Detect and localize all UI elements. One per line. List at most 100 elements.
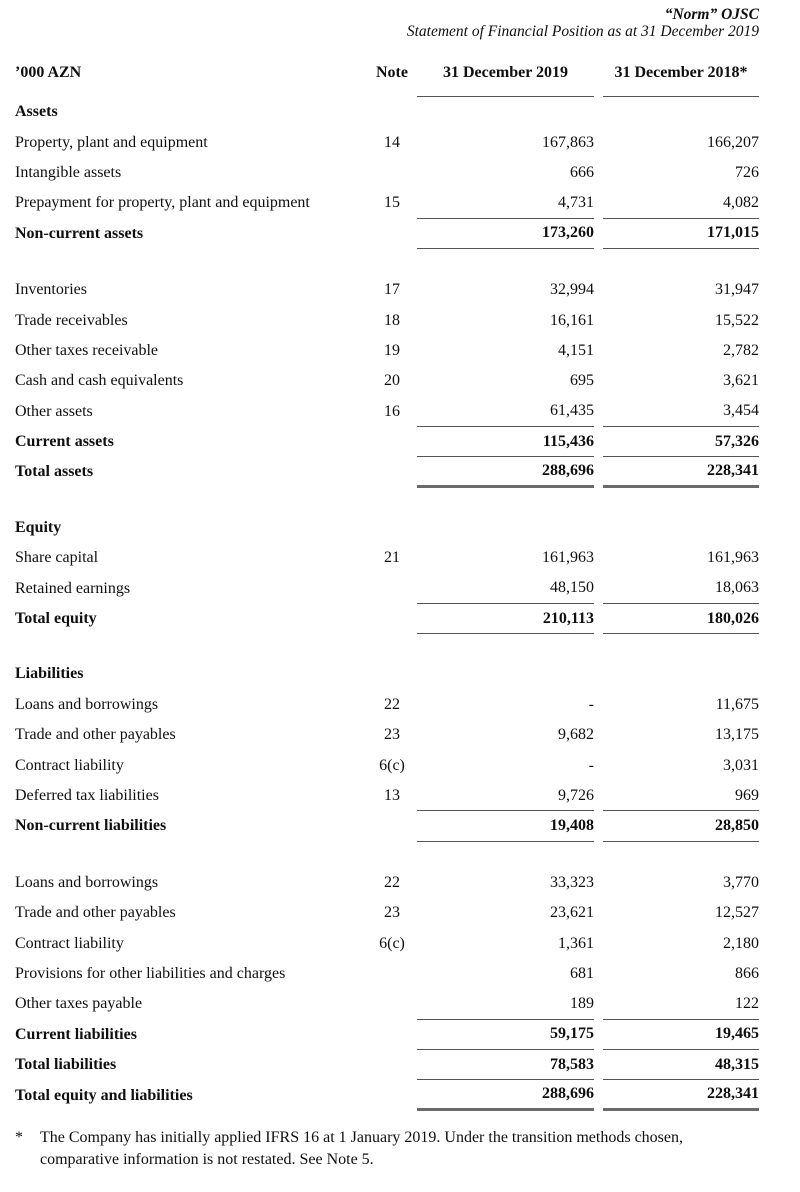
footnote-text: The Company has initially applied IFRS 1…	[40, 1128, 684, 1169]
row-label: Contract liability	[15, 934, 124, 952]
column-gap	[594, 305, 603, 335]
column-gap	[594, 427, 603, 457]
table-row: Intangible assets 666 726	[15, 158, 759, 188]
note-ref	[367, 97, 417, 127]
note-ref: 21	[384, 549, 400, 567]
value-2018: 15,522	[715, 311, 759, 329]
document-header: “Norm” OJSC Statement of Financial Posit…	[15, 6, 759, 41]
row-label: Total liabilities	[15, 1056, 117, 1074]
value-2019: 61,435	[417, 397, 594, 427]
table-body: Assets Property, plant and equipment 14 167…	[15, 97, 759, 1111]
column-header-2018: 31 December 2018*	[603, 49, 759, 97]
value-2019: 173,260	[417, 219, 594, 249]
value-2019: 78,583	[417, 1050, 594, 1081]
note-ref: 22	[384, 695, 400, 713]
table-row: Total liabilities 78,583 48,315	[15, 1050, 759, 1081]
table-row: Non-current assets 173,260 171,015	[15, 219, 759, 249]
column-gap	[594, 959, 603, 989]
note-ref: 23	[384, 726, 400, 744]
column-gap	[594, 898, 603, 928]
value-2019: 167,863	[542, 133, 594, 151]
value-2018: 228,341	[603, 1080, 759, 1111]
row-label: Loans and borrowings	[15, 695, 159, 713]
value-2018	[603, 513, 759, 543]
row-label: Equity	[15, 518, 62, 536]
value-2018: 28,850	[603, 811, 759, 842]
note-ref	[367, 573, 417, 603]
row-label: Trade and other payables	[15, 904, 176, 922]
value-2018: 11,675	[715, 695, 759, 713]
value-2019: 19,408	[417, 811, 594, 842]
column-gap	[594, 543, 603, 573]
value-2019: 32,994	[550, 281, 594, 299]
table-row: Cash and cash equivalents 20 695 3,621	[15, 366, 759, 396]
row-label: Trade and other payables	[15, 726, 176, 744]
table-row: Contract liability 6(c) 1,361 2,180	[15, 928, 759, 958]
column-gap	[594, 1080, 603, 1110]
note-ref	[367, 659, 417, 689]
note-ref	[367, 219, 417, 249]
value-2018: 2,782	[723, 341, 759, 359]
row-label: Loans and borrowings	[15, 873, 159, 891]
value-2019: 9,682	[558, 726, 594, 744]
value-2018	[603, 97, 759, 127]
note-ref	[367, 1080, 417, 1110]
value-2019: 9,726	[417, 781, 594, 812]
column-gap	[594, 781, 603, 811]
row-label: Property, plant and equipment	[15, 133, 208, 151]
value-2019: 115,436	[417, 427, 594, 458]
note-ref	[367, 604, 417, 634]
note-ref: 13	[384, 787, 400, 804]
table-row: Deferred tax liabilities 13 9,726 969	[15, 781, 759, 812]
column-header-units: ’000 AZN	[15, 64, 82, 81]
row-label: Total equity and liabilities	[15, 1086, 193, 1104]
row-label: Retained earnings	[15, 579, 131, 597]
financial-position-table: ’000 AZN Note 31 December 2019 31 Decemb…	[15, 41, 759, 1111]
value-2018	[603, 659, 759, 689]
row-label: Inventories	[15, 281, 87, 299]
column-gap	[594, 49, 603, 97]
value-2019: 210,113	[417, 604, 594, 635]
row-label: Total assets	[15, 463, 94, 481]
value-2018: 228,341	[603, 457, 759, 488]
row-label: Deferred tax liabilities	[15, 787, 159, 804]
value-2019: 681	[570, 964, 594, 982]
value-2018: 969	[603, 781, 759, 812]
column-gap	[594, 275, 603, 305]
column-gap	[594, 457, 603, 487]
note-ref: 20	[384, 372, 400, 390]
row-label: Other assets	[15, 402, 93, 420]
table-row: Total equity and liabilities 288,696 228,3…	[15, 1080, 759, 1111]
value-2019	[417, 513, 594, 543]
table-row: Current assets 115,436 57,326	[15, 427, 759, 458]
note-ref	[367, 158, 417, 188]
table-row: Inventories 17 32,994 31,947	[15, 275, 759, 305]
column-gap	[594, 573, 603, 603]
value-2019: 666	[570, 163, 594, 181]
table-row: Loans and borrowings 22 33,323 3,770	[15, 868, 759, 898]
document-title: Statement of Financial Position as at 31…	[406, 23, 759, 40]
row-label: Total equity	[15, 610, 97, 628]
note-ref	[367, 1020, 417, 1050]
section-header-row: Liabilities	[15, 659, 759, 689]
value-2018: 3,621	[723, 372, 759, 390]
note-ref: 6(c)	[379, 934, 405, 952]
row-label: Trade receivables	[15, 311, 128, 329]
row-label: Current liabilities	[15, 1025, 137, 1043]
note-ref: 22	[384, 873, 400, 891]
value-2018: 18,063	[603, 573, 759, 604]
spacer-row	[15, 842, 759, 868]
value-2019: 4,731	[417, 188, 594, 219]
table-row: Provisions for other liabilities and cha…	[15, 959, 759, 989]
note-ref: 23	[384, 904, 400, 922]
value-2018: 57,326	[603, 427, 759, 458]
table-row: Current liabilities 59,175 19,465	[15, 1020, 759, 1050]
column-gap	[594, 811, 603, 841]
note-ref	[367, 1050, 417, 1080]
footnote-marker: *	[15, 1128, 23, 1146]
value-2018: 2,180	[723, 934, 759, 952]
column-gap	[594, 1020, 603, 1050]
table-row: Other taxes receivable 19 4,151 2,782	[15, 336, 759, 366]
table-row: Trade and other payables 23 23,621 12,527	[15, 898, 759, 928]
